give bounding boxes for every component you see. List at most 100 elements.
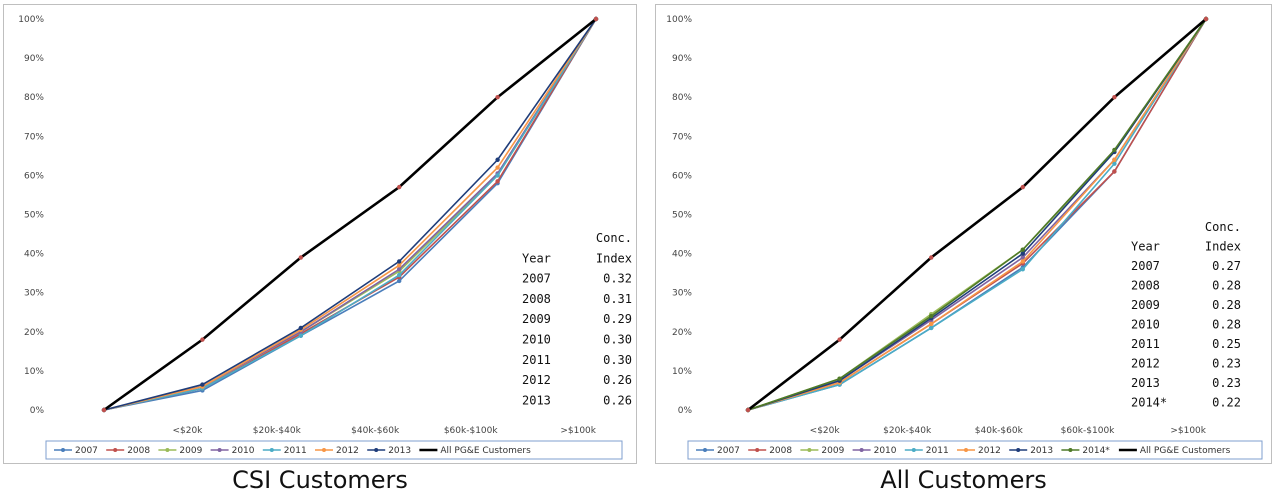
x-tick-label: $40k-$60k: [351, 426, 400, 436]
data-point: [1020, 255, 1025, 260]
legend-marker: [61, 448, 65, 452]
series-line: [103, 17, 597, 412]
data-point: [929, 313, 934, 319]
y-tick-label: 20%: [672, 328, 692, 338]
data-point: [298, 333, 303, 338]
legend-label: All PG&E Customers: [440, 446, 531, 456]
legend-label: 2008: [127, 446, 150, 456]
data-point: [200, 382, 205, 387]
y-tick-label: 10%: [672, 367, 692, 377]
data-point: [298, 325, 303, 331]
x-tick-label: $60k-$100k: [444, 426, 499, 436]
legend-label: All PG&E Customers: [1140, 446, 1231, 456]
data-point: [495, 179, 500, 184]
series-line: [103, 18, 597, 411]
series-line: [103, 18, 597, 411]
series-line: [747, 18, 1207, 411]
data-point: [397, 278, 402, 284]
legend-marker: [269, 448, 274, 452]
x-tick-label: >$100k: [560, 426, 596, 436]
data-point: [101, 407, 107, 413]
table-header-cell: Conc.: [1205, 220, 1241, 234]
table-year-cell: 2012: [522, 373, 551, 387]
table-year-cell: 2013: [1131, 376, 1160, 390]
legend-label: 2011: [284, 446, 307, 456]
legend-label: 2010: [232, 446, 255, 456]
table-index-cell: 0.30: [603, 353, 632, 367]
legend-marker: [807, 448, 812, 452]
table-year-cell: 2007: [522, 272, 551, 286]
data-point: [1020, 251, 1025, 256]
legend-marker: [165, 448, 170, 452]
data-point: [298, 255, 303, 260]
table-year-cell: 2014*: [1131, 396, 1167, 410]
legend-label: 2008: [769, 446, 792, 456]
table-year-cell: 2009: [1131, 298, 1160, 312]
data-point: [200, 337, 205, 342]
legend-box: [45, 440, 623, 460]
table-year-cell: 2011: [522, 353, 551, 367]
table-year-cell: 2012: [1131, 357, 1160, 371]
caption-all-customers: All Customers: [880, 466, 1047, 494]
table-index-cell: 0.26: [603, 393, 632, 407]
y-tick-label: 50%: [24, 211, 44, 221]
legend-marker: [374, 448, 379, 452]
data-point: [1112, 169, 1117, 174]
legend-label: 2007: [717, 446, 740, 456]
table-header-cell: Conc.: [596, 231, 632, 245]
data-point: [1112, 95, 1117, 100]
chart-svg-all: 0% 10% 20% 30% 40% 50% 60% 70% 80% 90% 100% <$20k $2…: [666, 15, 1263, 460]
table-header-cell: Year: [1131, 240, 1160, 254]
table-year-cell: 2009: [522, 312, 551, 326]
table-header-cell: Year: [522, 251, 551, 265]
y-tick-label: 20%: [24, 328, 44, 338]
x-tick-label: $60k-$100k: [1061, 426, 1116, 436]
table-index-cell: 0.23: [1212, 357, 1241, 371]
x-tick-label: >$100k: [1170, 426, 1206, 436]
legend-marker: [755, 448, 760, 452]
legend-label: 2009: [821, 446, 844, 456]
y-tick-label: 30%: [672, 289, 692, 299]
table-year-cell: 2008: [1131, 279, 1160, 293]
data-point: [745, 407, 751, 413]
series-line: [103, 18, 597, 411]
series-line: [747, 18, 1207, 411]
data-point: [1020, 267, 1025, 272]
data-point: [1112, 147, 1117, 153]
legend-marker: [1068, 448, 1073, 452]
series-line: [103, 18, 597, 411]
table-year-cell: 2010: [522, 333, 551, 347]
data-point: [1203, 16, 1209, 22]
data-point: [929, 321, 934, 327]
y-tick-label: 70%: [24, 132, 44, 142]
data-point: [1020, 259, 1025, 264]
data-point: [1112, 161, 1117, 166]
x-tick-label: <$20k: [810, 426, 841, 436]
legend-marker: [1016, 448, 1021, 452]
y-tick-label: 60%: [672, 171, 692, 181]
legend-label: 2011: [926, 446, 949, 456]
table-year-cell: 2008: [522, 292, 551, 306]
legend-label: 2012: [978, 446, 1001, 456]
data-point: [929, 255, 934, 260]
legend-label: 2014*: [1082, 446, 1110, 456]
legend-label: 2012: [336, 446, 359, 456]
legend-marker: [859, 448, 864, 452]
data-point: [1020, 247, 1025, 252]
x-tick-label: $20k-$40k: [883, 426, 932, 436]
table-index-cell: 0.30: [603, 333, 632, 347]
table-index-cell: 0.28: [1212, 279, 1241, 293]
y-tick-label: 100%: [666, 15, 692, 25]
y-tick-label: 70%: [672, 132, 692, 142]
table-index-cell: 0.25: [1212, 337, 1241, 351]
data-point: [495, 165, 500, 170]
table-year-cell: 2010: [1131, 318, 1160, 332]
data-point: [837, 337, 842, 342]
x-tick-label: $20k-$40k: [253, 426, 302, 436]
table-index-cell: 0.28: [1212, 318, 1241, 332]
legend-marker: [113, 448, 118, 452]
data-point: [929, 325, 934, 331]
y-tick-label: 60%: [24, 171, 44, 181]
data-point: [837, 376, 842, 381]
table-year-cell: 2011: [1131, 337, 1160, 351]
